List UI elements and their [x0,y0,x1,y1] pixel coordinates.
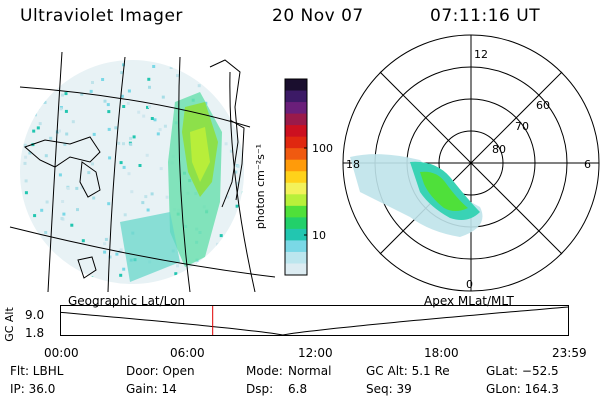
glon-status: GLon: 164.3 [486,382,559,396]
colorbar-step [285,159,307,172]
colorbar-step [285,205,307,218]
mlt-18-label: 18 [346,158,360,171]
geographic-map [9,51,276,292]
time-label: 07:11:16 UT [430,6,541,26]
dsp-label: Dsp: [246,382,274,396]
colorbar-step [285,113,307,126]
colorbar-step [285,171,307,184]
mode-value: Normal [288,364,332,378]
geographic-caption: Geographic Lat/Lon [68,294,186,308]
colorbar-step [285,228,307,241]
mlt-0-label: 0 [466,278,473,291]
mlt-6-label: 6 [584,158,591,171]
altitude-ylabel: GC Alt [2,307,16,342]
mlt-12-label: 12 [474,48,488,61]
polar-plot: 12 6 0 18 60 70 80 [342,34,600,292]
colorbar-step [285,125,307,138]
dsp-value: 6.8 [288,382,308,396]
colorbar-step [285,148,307,161]
colorbar-tick-100: 100 [312,142,333,155]
apex-caption: Apex MLat/MLT [424,294,514,308]
mode-label: Mode: [246,364,283,378]
colorbar-step [285,251,307,264]
mlat-70-label: 70 [515,120,529,133]
gain-status: Gain: 14 [126,382,177,396]
colorbar [284,78,308,276]
glat-status: GLat: −52.5 [486,364,559,378]
xtick-1800: 18:00 [424,346,459,360]
colorbar-step [285,194,307,207]
colorbar-step [285,217,307,230]
altitude-ytick-min: 1.8 [25,326,45,340]
colorbar-unit-label: photon cm⁻²s⁻¹ [254,143,268,230]
mlat-60-label: 60 [536,99,550,112]
door-status: Door: Open [126,364,195,378]
altitude-ytick-max: 9.0 [25,308,45,322]
mlat-80-label: 80 [492,143,506,156]
gc-alt-status: GC Alt: 5.1 Re [366,364,450,378]
colorbar-step [285,182,307,195]
date-label: 20 Nov 07 [272,6,364,26]
colorbar-step [285,102,307,115]
altitude-plot [60,305,569,336]
ip-status: IP: 36.0 [10,382,56,396]
xtick-1200: 12:00 [298,346,333,360]
colorbar-step [285,263,307,276]
instrument-title: Ultraviolet Imager [20,6,183,26]
colorbar-step [285,136,307,149]
xtick-0000: 00:00 [44,346,79,360]
xtick-2359: 23:59 [552,346,587,360]
xtick-0600: 06:00 [170,346,205,360]
colorbar-step [285,90,307,103]
colorbar-tick-10: 10 [312,229,326,242]
colorbar-step [285,240,307,253]
colorbar-step [285,79,307,92]
filter-status: Flt: LBHL [10,364,64,378]
seq-status: Seq: 39 [366,382,412,396]
